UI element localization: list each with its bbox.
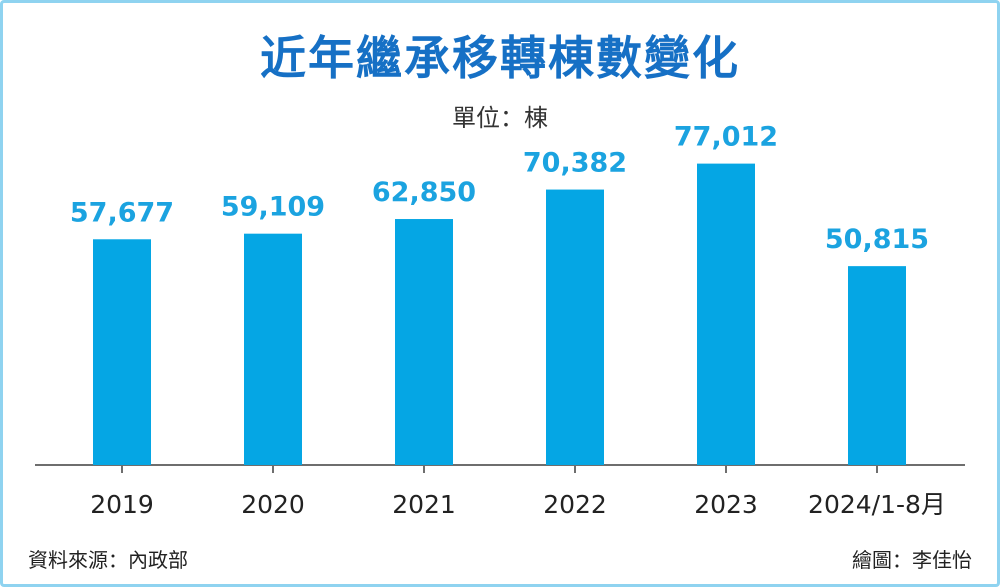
data-source: 資料來源：內政部 — [28, 548, 188, 572]
bar-2023 — [697, 163, 755, 466]
category-label: 2021 — [392, 490, 456, 519]
category-label: 2020 — [241, 490, 305, 519]
value-label: 77,012 — [674, 122, 778, 153]
unit-label: 單位：棟 — [452, 104, 548, 132]
value-label: 57,677 — [70, 197, 174, 228]
bar-2022 — [546, 189, 604, 466]
bar-2024/1-8月 — [848, 266, 906, 465]
bar-2019 — [93, 239, 151, 465]
category-label: 2024/1-8月 — [808, 490, 946, 519]
value-label: 70,382 — [523, 148, 627, 179]
bar-2021 — [395, 219, 453, 465]
value-label: 62,850 — [372, 177, 476, 208]
chart-title: 近年繼承移轉棟數變化 — [260, 31, 740, 85]
graphic-credit: 繪圖：李佳怡 — [852, 548, 972, 572]
value-label: 59,109 — [221, 192, 325, 223]
category-label: 2023 — [694, 490, 758, 519]
value-label: 50,815 — [825, 224, 929, 255]
category-label: 2019 — [90, 490, 154, 519]
bar-2020 — [244, 233, 302, 465]
category-label: 2022 — [543, 490, 607, 519]
